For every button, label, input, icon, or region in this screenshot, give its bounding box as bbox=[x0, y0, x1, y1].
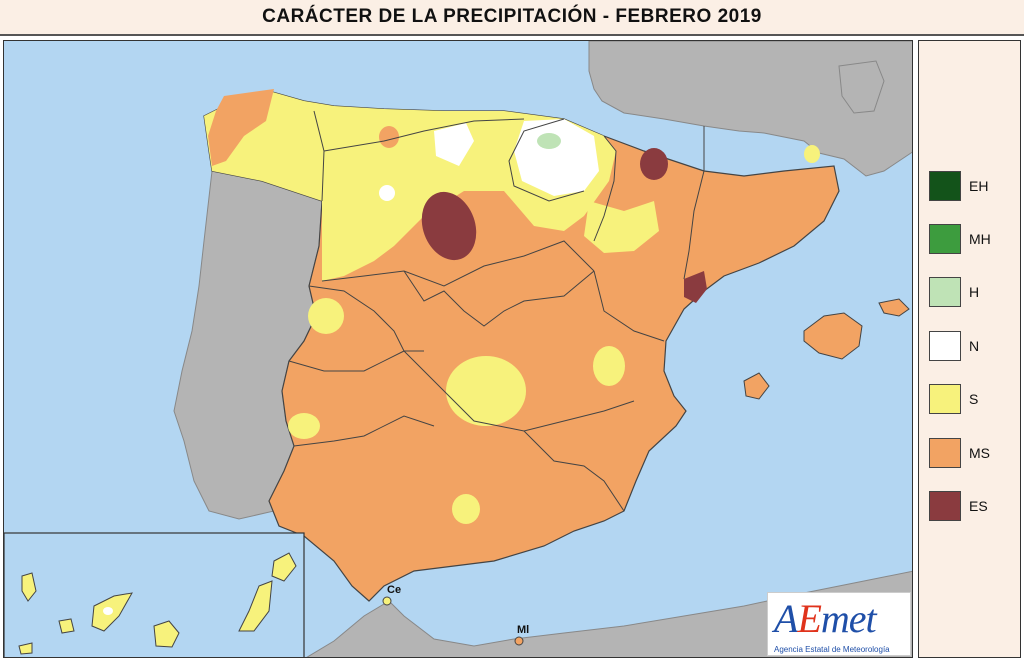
legend-label-s: S bbox=[969, 391, 979, 407]
logo-letter-e: E bbox=[797, 596, 821, 641]
legend-item-es: ES bbox=[929, 491, 1019, 523]
girona-dry-patch bbox=[804, 145, 820, 163]
legend-label-eh: EH bbox=[969, 178, 989, 194]
map-frame: Ce Ml bbox=[3, 40, 913, 658]
legend-swatch-es bbox=[929, 491, 961, 521]
la-gomera-island bbox=[58, 618, 75, 634]
aragon-dry-patch bbox=[584, 201, 659, 253]
precipitation-map: Ce Ml bbox=[4, 41, 912, 657]
ceuta-label: Ce bbox=[387, 584, 401, 596]
el-hierro-island bbox=[18, 642, 33, 655]
north-dry-zone bbox=[204, 91, 616, 281]
gran-canaria-island bbox=[153, 620, 180, 648]
melilla-label: Ml bbox=[517, 624, 529, 636]
france-land bbox=[588, 41, 912, 177]
canary-inset bbox=[4, 532, 305, 657]
fuerteventura-island bbox=[238, 580, 273, 632]
legend-label-mh: MH bbox=[969, 231, 991, 247]
africa-land bbox=[306, 570, 912, 657]
castilla-lamancha-dry-patch bbox=[446, 356, 526, 426]
legend-item-h: H bbox=[929, 277, 1019, 309]
aemet-logo-mark: AEmet bbox=[774, 595, 877, 642]
menorca-island bbox=[878, 298, 910, 317]
legend-swatch-eh bbox=[929, 171, 961, 201]
legend-swatch-n bbox=[929, 331, 961, 361]
legend-swatch-ms bbox=[929, 438, 961, 468]
castilla-leon-es-patch bbox=[421, 191, 477, 261]
leon-normal-spot bbox=[379, 185, 395, 201]
melilla-marker bbox=[514, 636, 524, 646]
legend-label-ms: MS bbox=[969, 445, 990, 461]
legend-item-eh: EH bbox=[929, 171, 1019, 203]
legend-label-h: H bbox=[969, 284, 980, 300]
legend-item-s: S bbox=[929, 384, 1019, 416]
legend-panel: EH MH H N S MS ES bbox=[918, 40, 1021, 658]
legend-label-es: ES bbox=[969, 498, 988, 514]
valencia-es-patch bbox=[684, 271, 707, 303]
lanzarote-island bbox=[271, 552, 297, 582]
tenerife-normal-spot bbox=[103, 607, 113, 615]
legend-item-ms: MS bbox=[929, 438, 1019, 470]
title-bar: CARÁCTER DE LA PRECIPITACIÓN - FEBRERO 2… bbox=[0, 0, 1024, 36]
humid-patch bbox=[537, 133, 561, 149]
north-normal-patch bbox=[514, 119, 599, 196]
murcia-dry-patch bbox=[593, 346, 625, 386]
legend-label-n: N bbox=[969, 338, 980, 354]
cantabria-normal-patch bbox=[434, 123, 474, 166]
cantabria-ms-spot bbox=[379, 126, 399, 148]
logo-letters-met: met bbox=[820, 596, 877, 641]
galicia-ms bbox=[208, 89, 274, 166]
mallorca-island bbox=[803, 312, 863, 360]
legend-swatch-s bbox=[929, 384, 961, 414]
legend-item-mh: MH bbox=[929, 224, 1019, 256]
canary-inset-frame bbox=[4, 532, 305, 657]
ibiza-island bbox=[743, 372, 770, 400]
map-title: CARÁCTER DE LA PRECIPITACIÓN - FEBRERO 2… bbox=[262, 6, 762, 27]
aragon-es-patch bbox=[640, 148, 668, 180]
italy-land bbox=[838, 60, 885, 114]
aemet-logo: AEmet Agencia Estatal de Meteorología bbox=[767, 592, 911, 656]
legend-swatch-mh bbox=[929, 224, 961, 254]
huelva-dry-patch bbox=[288, 413, 320, 439]
legend-item-n: N bbox=[929, 331, 1019, 363]
legend-swatch-h bbox=[929, 277, 961, 307]
andalucia-dry-patch bbox=[452, 494, 480, 524]
logo-letter-a: A bbox=[774, 596, 798, 641]
la-palma-island bbox=[21, 572, 37, 602]
extremadura-dry-patch bbox=[308, 298, 344, 334]
ceuta-marker bbox=[382, 596, 392, 606]
aemet-logo-subtitle: Agencia Estatal de Meteorología bbox=[774, 645, 890, 654]
region-borders bbox=[288, 110, 705, 512]
